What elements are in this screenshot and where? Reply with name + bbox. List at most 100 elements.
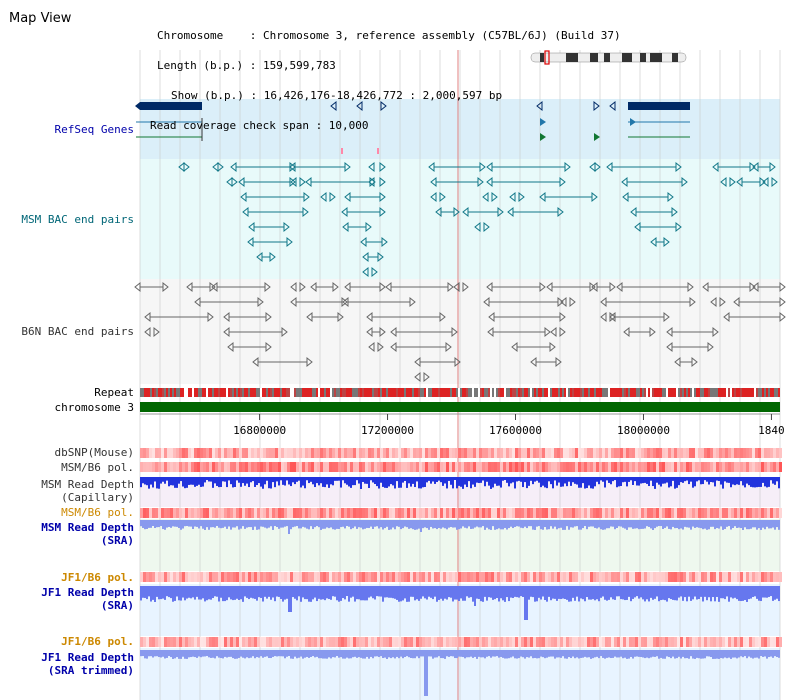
track-label-repeat[interactable]: Repeat — [94, 386, 134, 399]
repeat-segment — [602, 388, 604, 397]
dbsnp-heat-cell — [779, 448, 782, 458]
dbsnp-heat-cell — [251, 448, 254, 458]
track-label-msm-depth-sra[interactable]: MSM Read Depth (SRA) — [0, 521, 134, 547]
jf1-sra-depth-bar — [434, 586, 436, 597]
jf1-sra-depth-bar — [304, 586, 306, 600]
b6n-bac-end — [486, 281, 493, 293]
jf1-trimmed-depth-bar — [496, 650, 498, 657]
track-label-msm-b6-pol-1[interactable]: MSM/B6 pol. — [61, 461, 134, 474]
msm-sra-depth-bar — [672, 520, 674, 527]
jf1-pol-heat-cell — [194, 572, 197, 582]
jf1-pol-heat-cell — [182, 637, 185, 647]
jf1-pol-heat-cell — [146, 637, 149, 647]
jf1-trimmed-depth-bar — [180, 650, 182, 659]
repeat-segment — [704, 388, 706, 397]
msm-sra-depth-bar — [324, 520, 326, 529]
b6n-bac-end — [227, 341, 234, 353]
jf1-sra-depth-bar — [248, 586, 250, 600]
dbsnp-heat-cell — [410, 448, 413, 458]
dbsnp-heat-cell — [533, 448, 536, 458]
msm-sra-depth-bar — [598, 520, 600, 528]
track-label-jf1-b6-pol-2[interactable]: JF1/B6 pol. — [61, 635, 134, 648]
jf1-sra-depth-bar — [450, 586, 452, 598]
jf1-pol-heat-cell — [653, 572, 656, 582]
track-label-jf1-b6-pol-1[interactable]: JF1/B6 pol. — [61, 571, 134, 584]
dbsnp-heat-cell — [356, 448, 359, 458]
track-label-jf1-depth-trimmed[interactable]: JF1 Read Depth (SRA trimmed) — [0, 651, 134, 677]
jf1-pol-heat-cell — [431, 637, 434, 647]
track-label-dbsnp[interactable]: dbSNP(Mouse) — [54, 446, 134, 459]
jf1-pol-heat-cell — [167, 637, 170, 647]
track-label-msm-depth-capillary[interactable]: MSM Read Depth (Capillary) — [0, 478, 134, 504]
msm-sra-depth-bar — [740, 520, 742, 529]
msm-capillary-depth-bar — [518, 477, 520, 481]
track-label-b6n-bac[interactable]: B6N BAC end pairs — [21, 325, 134, 338]
dbsnp-heat-cell — [149, 448, 152, 458]
msm-capillary-depth-bar — [490, 477, 492, 489]
msm-sra-depth-bar — [330, 520, 332, 528]
jf1-pol-heat-cell — [497, 637, 500, 647]
msm-pol-heat-cell — [644, 508, 647, 518]
jf1-trimmed-depth-bar — [404, 650, 406, 658]
b6n-bac-end — [557, 296, 564, 308]
jf1-trimmed-depth-bar — [698, 650, 700, 659]
track-label-msm-b6-pol-2[interactable]: MSM/B6 pol. — [61, 506, 134, 519]
msm-capillary-depth-bar — [388, 477, 390, 487]
msm-pol-heat-cell — [281, 462, 284, 472]
repeat-segment — [680, 388, 682, 397]
repeat-segment — [772, 388, 774, 397]
jf1-pol-heat-cell — [290, 637, 293, 647]
repeat-segment — [454, 388, 456, 397]
jf1-trimmed-depth-bar — [618, 650, 620, 658]
msm-sra-depth-bar — [466, 520, 468, 529]
b6n-bac-end — [555, 356, 562, 368]
jf1-trimmed-depth-bar — [626, 650, 628, 659]
msm-capillary-depth-bar — [400, 477, 402, 488]
track-label-chromosome[interactable]: chromosome 3 — [54, 401, 134, 414]
repeat-segment — [478, 388, 480, 397]
jf1-pol-heat-cell — [335, 572, 338, 582]
msm-pol-heat-cell — [509, 462, 512, 472]
repeat-segment — [480, 388, 482, 397]
jf1-pol-heat-cell — [611, 572, 614, 582]
jf1-trimmed-depth-bar — [608, 650, 610, 658]
jf1-trimmed-depth-bar — [724, 650, 726, 658]
jf1-trimmed-depth-bar — [620, 650, 622, 657]
jf1-trimmed-depth-bar — [422, 650, 424, 657]
jf1-trimmed-depth-bar — [376, 650, 378, 657]
jf1-trimmed-depth-bar — [300, 650, 302, 657]
track-label-jf1-depth-sra[interactable]: JF1 Read Depth (SRA) — [0, 586, 134, 612]
msm-sra-depth-bar — [570, 520, 572, 528]
jf1-depth-sra-line1: JF1 Read Depth — [41, 586, 134, 599]
jf1-pol-heat-cell — [254, 637, 257, 647]
jf1-pol-heat-cell — [389, 572, 392, 582]
dbsnp-heat-cell — [632, 448, 635, 458]
msm-bac-end — [371, 266, 378, 278]
dbsnp-heat-cell — [332, 448, 335, 458]
b6n-bac-end — [752, 281, 759, 293]
jf1-pol-heat-cell — [761, 572, 764, 582]
jf1-pol-heat-cell — [212, 572, 215, 582]
track-label-refseq[interactable]: RefSeq Genes — [54, 123, 134, 136]
msm-sra-depth-bar — [304, 520, 306, 528]
repeat-segment — [500, 388, 502, 397]
msm-capillary-depth-bar — [642, 477, 644, 484]
repeat-segment — [228, 388, 230, 397]
repeat-segment — [550, 388, 552, 397]
msm-bac-end — [341, 206, 348, 218]
dbsnp-heat-cell — [647, 448, 650, 458]
b6n-bac-end — [265, 341, 272, 353]
dbsnp-heat-cell — [260, 448, 263, 458]
msm-capillary-depth-bar — [772, 477, 774, 484]
dbsnp-heat-cell — [398, 448, 401, 458]
jf1-trimmed-depth-bar — [156, 650, 158, 657]
track-label-msm-bac[interactable]: MSM BAC end pairs — [21, 213, 134, 226]
jf1-pol-heat-cell — [263, 572, 266, 582]
msm-sra-depth-bar — [338, 520, 340, 529]
jf1-sra-depth-bar — [626, 586, 628, 600]
msm-sra-depth-bar — [680, 520, 682, 529]
msm-pol-heat-cell — [545, 508, 548, 518]
repeat-segment — [652, 388, 654, 397]
jf1-sra-depth-bar — [708, 586, 710, 598]
